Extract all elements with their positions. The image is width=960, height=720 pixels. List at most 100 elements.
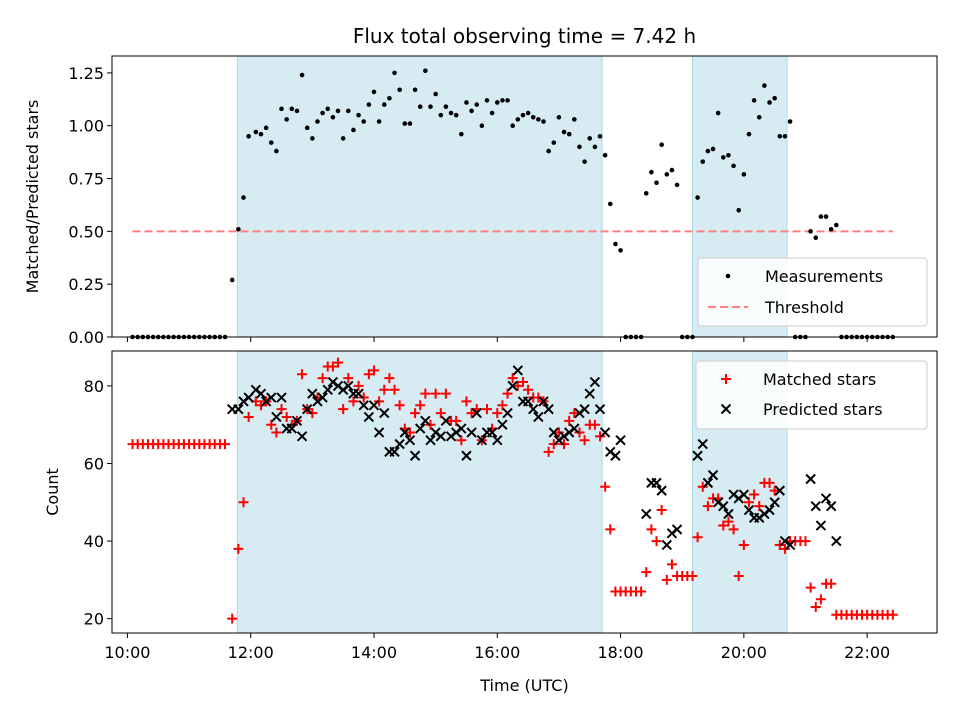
data-point xyxy=(343,373,354,384)
data-point xyxy=(423,68,428,74)
data-point xyxy=(409,450,421,461)
data-point xyxy=(299,72,305,78)
data-point xyxy=(474,102,480,107)
data-point xyxy=(831,535,842,547)
data-point xyxy=(664,172,670,177)
data-point xyxy=(471,407,482,419)
data-point xyxy=(589,419,600,430)
data-point xyxy=(615,435,626,446)
y-tick-label: 20 xyxy=(84,610,104,629)
data-point xyxy=(297,369,308,380)
shaded-interval xyxy=(236,55,603,338)
data-point xyxy=(808,229,813,234)
data-point xyxy=(246,133,251,139)
data-point xyxy=(538,396,549,407)
data-point xyxy=(723,508,734,520)
data-point xyxy=(384,373,395,384)
data-point xyxy=(741,172,747,177)
data-point xyxy=(346,108,351,114)
legend: Matched stars Predicted stars xyxy=(695,360,928,430)
data-point xyxy=(258,131,264,137)
data-point xyxy=(548,439,559,450)
y-tick-label: 0.75 xyxy=(68,170,104,189)
x-tick-label: 18:00 xyxy=(598,643,644,662)
data-point xyxy=(456,435,467,446)
data-point xyxy=(307,388,318,399)
data-point xyxy=(767,100,772,105)
x-axis-label: Time (UTC) xyxy=(479,676,568,695)
data-point xyxy=(702,501,713,512)
data-point xyxy=(489,110,495,116)
data-point xyxy=(266,419,277,430)
data-point xyxy=(589,376,601,388)
data-point xyxy=(523,384,534,395)
data-point xyxy=(597,133,603,139)
data-point xyxy=(301,403,313,415)
data-point xyxy=(533,392,544,403)
data-point xyxy=(736,207,742,213)
top-panel: 0.00 0.25 0.50 0.75 1.00 1.25 Matched/Predicte… xyxy=(23,55,938,347)
data-point xyxy=(826,578,837,589)
data-point xyxy=(379,384,390,395)
y-axis-label: Matched/Predicted stars xyxy=(23,100,42,294)
data-point xyxy=(443,104,449,110)
data-point xyxy=(512,380,523,391)
data-point xyxy=(404,435,416,446)
data-point xyxy=(317,373,328,384)
legend-marker xyxy=(721,374,731,384)
data-point xyxy=(595,431,606,442)
data-point xyxy=(762,83,767,88)
data-point xyxy=(743,497,754,508)
axes-frame xyxy=(111,350,938,634)
data-point xyxy=(692,450,703,461)
data-point xyxy=(274,148,279,154)
y-tick-label: 0.00 xyxy=(68,328,104,347)
data-point xyxy=(461,450,472,461)
data-point xyxy=(492,408,503,419)
data-point xyxy=(815,520,827,531)
data-point xyxy=(276,392,287,403)
data-point xyxy=(574,427,585,438)
data-point xyxy=(492,435,503,446)
data-point xyxy=(731,163,736,169)
data-point xyxy=(394,400,405,411)
data-point xyxy=(348,396,359,407)
data-point xyxy=(600,481,611,492)
data-point xyxy=(764,477,775,488)
data-point xyxy=(887,609,898,620)
data-point xyxy=(805,582,816,593)
data-point xyxy=(389,446,400,458)
data-point xyxy=(654,180,659,186)
data-point xyxy=(815,594,826,605)
x-tick-label: 12:00 xyxy=(228,643,274,662)
x-tick-label: 20:00 xyxy=(721,643,767,662)
data-point xyxy=(315,119,320,124)
data-point xyxy=(566,131,572,137)
data-point xyxy=(756,114,762,120)
data-point xyxy=(327,361,338,372)
data-point xyxy=(479,123,485,129)
data-point xyxy=(502,388,513,399)
data-point xyxy=(438,112,444,118)
data-point xyxy=(389,384,400,395)
data-point xyxy=(368,400,380,411)
data-point xyxy=(368,365,379,376)
data-point xyxy=(322,384,333,395)
data-point xyxy=(486,427,498,438)
data-point xyxy=(353,388,364,399)
data-point xyxy=(433,91,438,97)
data-point xyxy=(356,112,361,118)
data-point xyxy=(777,133,783,139)
data-point xyxy=(738,539,749,550)
data-point xyxy=(579,403,590,415)
data-point xyxy=(361,119,367,124)
data-point xyxy=(646,524,657,535)
data-point xyxy=(697,438,708,450)
data-point xyxy=(366,102,372,107)
data-point xyxy=(512,365,524,376)
data-point xyxy=(296,431,308,442)
data-point xyxy=(407,121,413,126)
data-point xyxy=(340,136,346,141)
data-point xyxy=(700,159,706,164)
data-point xyxy=(515,117,521,122)
